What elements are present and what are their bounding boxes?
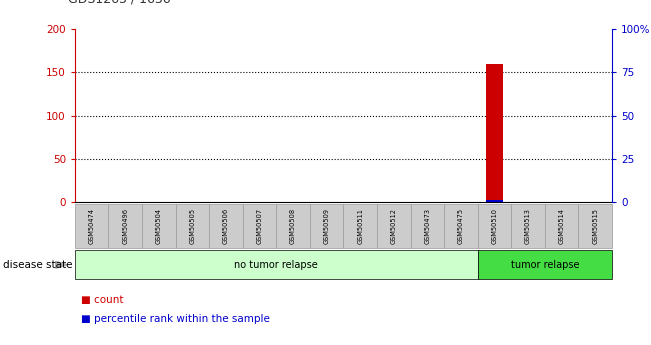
Text: GSM50515: GSM50515 bbox=[592, 208, 598, 244]
Bar bbox=[377, 204, 411, 248]
Bar bbox=[344, 204, 377, 248]
Text: GSM50506: GSM50506 bbox=[223, 208, 229, 244]
Text: tumor relapse: tumor relapse bbox=[510, 260, 579, 270]
Bar bbox=[545, 204, 578, 248]
Text: GSM50505: GSM50505 bbox=[189, 208, 195, 244]
Bar bbox=[75, 204, 109, 248]
Bar bbox=[176, 204, 209, 248]
Polygon shape bbox=[56, 262, 68, 268]
Text: GSM50475: GSM50475 bbox=[458, 208, 464, 244]
Bar bbox=[75, 250, 478, 279]
Text: GSM50508: GSM50508 bbox=[290, 208, 296, 244]
Bar bbox=[578, 204, 612, 248]
Text: GSM50507: GSM50507 bbox=[256, 208, 262, 244]
Text: GSM50473: GSM50473 bbox=[424, 208, 430, 244]
Bar bbox=[243, 204, 276, 248]
Bar bbox=[411, 204, 444, 248]
Text: GSM50496: GSM50496 bbox=[122, 208, 128, 244]
Text: no tumor relapse: no tumor relapse bbox=[234, 260, 318, 270]
Bar bbox=[109, 204, 142, 248]
Bar bbox=[486, 200, 503, 202]
Text: disease state: disease state bbox=[3, 260, 73, 270]
Text: GSM50511: GSM50511 bbox=[357, 208, 363, 244]
Text: GSM50510: GSM50510 bbox=[492, 208, 497, 244]
Text: GSM50509: GSM50509 bbox=[324, 208, 329, 244]
Text: ■ percentile rank within the sample: ■ percentile rank within the sample bbox=[81, 314, 270, 324]
Bar bbox=[486, 64, 503, 202]
Bar bbox=[511, 204, 545, 248]
Text: ■ count: ■ count bbox=[81, 295, 124, 305]
Bar bbox=[310, 204, 344, 248]
Text: GSM50514: GSM50514 bbox=[559, 208, 564, 244]
Bar bbox=[142, 204, 176, 248]
Bar bbox=[478, 204, 511, 248]
Bar bbox=[444, 204, 478, 248]
Bar bbox=[209, 204, 243, 248]
Text: GDS1263 / 1636: GDS1263 / 1636 bbox=[68, 0, 171, 5]
Bar bbox=[276, 204, 310, 248]
Text: GSM50512: GSM50512 bbox=[391, 208, 396, 244]
Bar bbox=[478, 250, 612, 279]
Text: GSM50474: GSM50474 bbox=[89, 208, 94, 244]
Text: GSM50513: GSM50513 bbox=[525, 208, 531, 244]
Text: GSM50504: GSM50504 bbox=[156, 208, 162, 244]
